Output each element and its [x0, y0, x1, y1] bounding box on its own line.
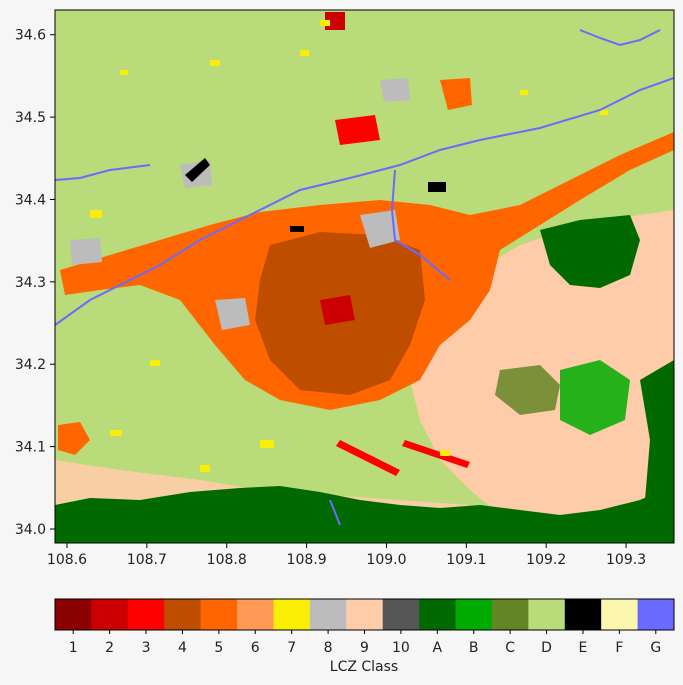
colorbar-label-4: 4 — [178, 640, 187, 656]
y-tick-label: 34.4 — [15, 192, 46, 208]
colorbar-swatch-f — [601, 599, 638, 630]
colorbar-label-a: A — [433, 640, 443, 656]
colorbar-label-10: 10 — [392, 640, 410, 656]
colorbar-swatch-5 — [200, 599, 238, 630]
lcz-8-grey-patch-1 — [360, 210, 400, 248]
colorbar-label-5: 5 — [214, 640, 223, 656]
colorbar-label-c: C — [505, 640, 515, 656]
colorbar-frame — [54, 598, 675, 631]
colorbar-swatch-10 — [382, 599, 420, 630]
colorbar-swatch-8 — [309, 599, 347, 630]
colorbar-swatch-d — [528, 599, 566, 630]
x-tick-label: 109.3 — [606, 552, 646, 568]
lcz-8-grey-patch-2 — [215, 298, 250, 330]
x-tick-label: 108.6 — [47, 552, 87, 568]
x-tick-label: 109.0 — [366, 552, 406, 568]
lcz-a-east-forest — [540, 215, 640, 288]
y-tick-label: 34.5 — [15, 110, 46, 126]
colorbar-label-1: 1 — [69, 640, 78, 656]
x-axis: 108.6 108.7 108.8 108.9 109.0 109.1 109.2 109.3 — [47, 543, 646, 568]
colorbar-swatch-6 — [237, 599, 274, 630]
y-tick-label: 34.1 — [15, 440, 46, 456]
y-tick-label: 34.2 — [15, 357, 46, 373]
colorbar-swatch-g — [637, 599, 675, 630]
map-plot-area — [55, 10, 674, 543]
lcz-7-scatter — [90, 20, 608, 472]
lcz-colorbar: 1 2 3 4 5 6 7 8 9 10 A B C D E F G — [54, 598, 675, 656]
y-tick-label: 34.6 — [15, 28, 46, 44]
colorbar-label-d: D — [541, 640, 552, 656]
lcz-b-east-patch — [560, 360, 630, 435]
colorbar-label-e: E — [579, 640, 588, 656]
y-tick-label: 34.3 — [15, 275, 46, 291]
colorbar-title: LCZ Class — [330, 659, 398, 675]
lcz-c-east-patch — [495, 365, 560, 415]
lcz-a-east-edge — [640, 360, 674, 500]
colorbar-swatch-b — [455, 599, 493, 630]
map-frame — [54, 9, 675, 544]
colorbar-swatch-3 — [127, 599, 165, 630]
x-tick-label: 108.9 — [287, 552, 327, 568]
colorbar-label-7: 7 — [287, 640, 296, 656]
colorbar-label-f: F — [615, 640, 623, 656]
lcz-a-south-mountains — [55, 485, 674, 543]
lcz-2-core-cluster — [320, 295, 355, 325]
colorbar-label-8: 8 — [324, 640, 333, 656]
lcz-5-north-spot — [440, 78, 472, 110]
x-tick-label: 108.8 — [207, 552, 247, 568]
lcz-3-south-streak-2 — [402, 440, 470, 468]
colorbar-swatch-7 — [273, 599, 311, 630]
x-tick-label: 109.1 — [446, 552, 486, 568]
colorbar-swatch-c — [491, 599, 529, 630]
y-axis: 34.0 34.1 34.2 34.3 34.4 34.5 34.6 — [15, 28, 55, 538]
lcz-3-south-streak — [336, 440, 400, 476]
colorbar-label-6: 6 — [251, 640, 260, 656]
lcz-g-rivers — [55, 29, 674, 526]
lcz-5-west-spot — [58, 422, 90, 455]
x-tick-label: 109.2 — [526, 552, 566, 568]
y-tick-label: 34.0 — [15, 522, 46, 538]
colorbar-label-2: 2 — [105, 640, 114, 656]
lcz-3-north-cluster — [335, 115, 380, 145]
colorbar-swatch-2 — [91, 599, 129, 630]
colorbar-swatch-e — [564, 599, 602, 630]
lcz-8-grey-patch-5 — [380, 78, 410, 102]
colorbar-label-b: B — [469, 640, 479, 656]
lcz-8-grey-patch-3 — [70, 238, 102, 265]
x-tick-label: 108.7 — [127, 552, 167, 568]
colorbar-swatch-9 — [346, 599, 384, 630]
colorbar-swatch-1 — [55, 599, 92, 630]
colorbar-label-3: 3 — [142, 640, 151, 656]
lcz-e-bare-rock — [185, 158, 446, 232]
colorbar-label-g: G — [650, 640, 661, 656]
colorbar-swatch-4 — [164, 599, 201, 630]
colorbar-label-9: 9 — [360, 640, 369, 656]
colorbar-swatch-a — [419, 599, 456, 630]
